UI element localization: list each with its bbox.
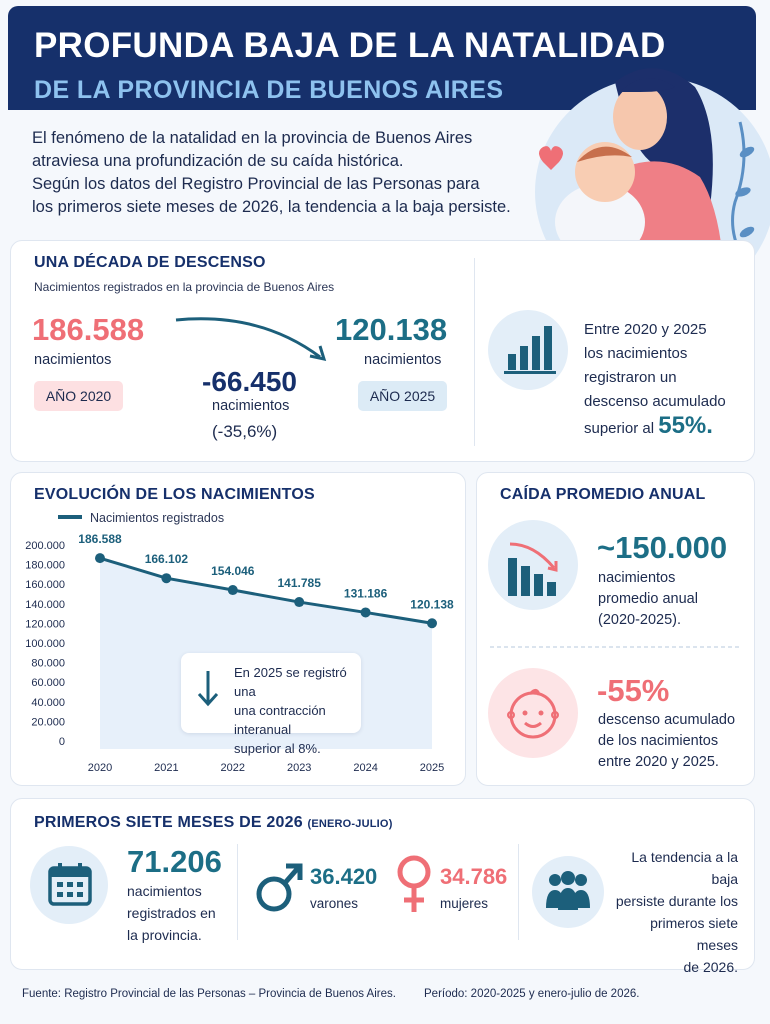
female-count: 34.786 <box>440 864 508 889</box>
diff-value: -66.450 <box>202 366 297 397</box>
female-symbol-icon <box>397 855 431 912</box>
average-desc-line: nacimientos <box>598 570 676 586</box>
page-subtitle: DE LA PROVINCIA DE BUENOS AIRES <box>34 76 504 104</box>
male-label: varones <box>310 896 359 911</box>
decade-card <box>10 240 755 462</box>
divider <box>518 844 519 940</box>
diff-pct: (-35,6%) <box>212 422 278 441</box>
side-stat-line: Entre 2020 y 2025 <box>584 321 707 338</box>
female-label: mujeres <box>440 896 489 911</box>
end-year-badge: AÑO 2025 <box>358 381 447 411</box>
side-stat-text: Entre 2020 y 2025 los nacimientos regist… <box>584 318 726 441</box>
family-group-icon <box>546 871 590 910</box>
start-label: nacimientos <box>34 352 112 368</box>
seven-months-title-main: PRIMEROS SIETE MESES DE 2026 <box>34 814 303 831</box>
side-stat-line: los nacimientos <box>584 345 688 362</box>
intro-line: Según los datos del Registro Provincial … <box>32 175 480 193</box>
accumulated-desc-line: de los nacimientos <box>598 733 719 749</box>
intro-line: atraviesa una profundización de su caída… <box>32 152 404 170</box>
chart-callout: En 2025 se registró una una contracción … <box>181 653 361 756</box>
decade-title: UNA DÉCADA DE DESCENSO <box>34 254 266 271</box>
callout-line: superior al 8%. <box>234 741 321 756</box>
legend-line-icon <box>58 515 82 519</box>
side-stat-pct: 55%. <box>658 412 713 439</box>
male-symbol-icon <box>256 863 303 912</box>
arrow-down-icon <box>197 671 219 707</box>
legend-label: Nacimientos registrados <box>90 511 225 525</box>
side-stat-line: descenso acumulado <box>584 393 726 410</box>
end-label: nacimientos <box>364 352 442 368</box>
header-banner: PROFUNDA BAJA DE LA NATALIDAD DE LA PROV… <box>8 6 756 110</box>
side-stat-line: superior al <box>584 420 655 437</box>
dashed-divider <box>490 646 740 648</box>
trend-line: persiste durante los <box>615 893 738 909</box>
seven-months-card <box>10 798 755 970</box>
accumulated-desc-line: descenso acumulado <box>598 712 736 728</box>
chart-title: EVOLUCIÓN DE LOS NACIMIENTOS <box>34 486 315 503</box>
accumulated-pct: -55% <box>597 673 670 708</box>
page-title: PROFUNDA BAJA DE LA NATALIDAD <box>34 26 666 65</box>
accumulated-desc-line: entre 2020 y 2025. <box>598 754 719 770</box>
bar-chart-icon <box>504 326 556 374</box>
average-desc-line: (2020-2025). <box>598 612 682 628</box>
decade-subtitle: Nacimientos registrados en la provincia … <box>34 280 335 294</box>
start-value: 186.588 <box>32 312 145 347</box>
footer-period: Período: 2020-2025 y enero-julio de 2026… <box>424 988 640 1000</box>
seven-total: 71.206 <box>127 844 222 879</box>
average-desc-line: promedio anual <box>598 591 698 607</box>
intro-line: El fenómeno de la natalidad en la provin… <box>32 129 473 147</box>
callout-line: En 2025 se registró una <box>234 665 347 699</box>
divider <box>474 258 475 446</box>
seven-total-desc-line: registrados en <box>127 905 216 921</box>
trend-down-bars-icon <box>508 542 558 596</box>
seven-total-desc: nacimientos registrados en la provincia. <box>127 880 216 946</box>
intro-text: El fenómeno de la natalidad en la provin… <box>32 127 522 219</box>
trend-line: primeros siete meses <box>650 915 738 953</box>
baby-face-icon-bg <box>488 668 578 758</box>
seven-total-desc-line: la provincia. <box>127 927 202 943</box>
calendar-icon <box>48 863 92 906</box>
average-title: CAÍDA PROMEDIO ANUAL <box>500 486 706 503</box>
side-stat-line: registraron un <box>584 369 677 386</box>
trend-text: La tendencia a la baja persiste durante … <box>612 846 738 978</box>
callout-line: una contracción interanual <box>234 703 326 737</box>
heart-icon <box>539 146 563 170</box>
average-desc: nacimientos promedio anual (2020-2025). <box>598 568 698 631</box>
callout-text: En 2025 se registró una una contracción … <box>234 663 356 758</box>
trend-line: La tendencia a la baja <box>631 849 738 887</box>
diff-label: nacimientos <box>212 398 290 414</box>
intro-line: los primeros siete meses de 2026, la ten… <box>32 198 511 216</box>
average-value: ~150.000 <box>597 530 728 565</box>
start-year-badge: AÑO 2020 <box>34 381 123 411</box>
seven-months-title-range: (ENERO-JULIO) <box>307 818 393 830</box>
divider <box>237 844 238 940</box>
trend-line: de 2026. <box>683 959 739 975</box>
seven-total-desc-line: nacimientos <box>127 883 202 899</box>
baby-face-icon <box>507 688 559 739</box>
footer-source: Fuente: Registro Provincial de las Perso… <box>22 988 396 1000</box>
trend-arrow-icon <box>175 317 327 362</box>
male-count: 36.420 <box>310 864 378 889</box>
seven-months-title: PRIMEROS SIETE MESES DE 2026 (ENERO-JULI… <box>34 814 393 832</box>
trend-down-icon-bg <box>488 520 578 610</box>
accumulated-desc: descenso acumulado de los nacimientos en… <box>598 710 735 773</box>
end-value: 120.138 <box>335 312 448 347</box>
